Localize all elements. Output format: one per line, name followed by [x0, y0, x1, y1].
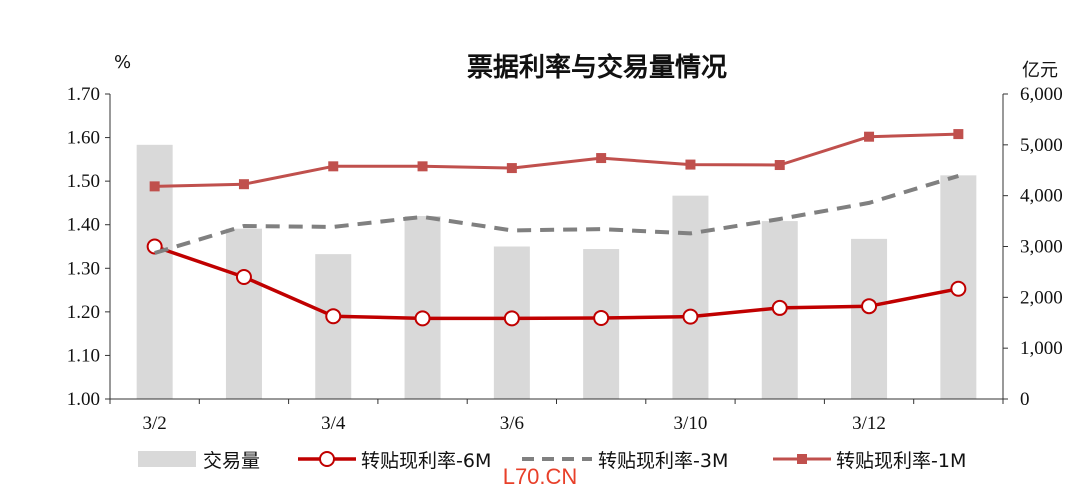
series-1m-point — [238, 179, 249, 190]
right-tick-label: 6,000 — [1020, 84, 1063, 105]
legend-swatch-volume — [138, 451, 196, 467]
series-1m-point — [864, 131, 875, 142]
right-tick-label: 3,000 — [1020, 237, 1063, 258]
series-6m-point — [861, 298, 878, 315]
series-1m-point — [685, 159, 696, 170]
ticks-layer: 1.00 1.10 1.20 1.30 1.40 1.50 1.60 1.70 0 1,000 2,… — [67, 84, 1063, 434]
series-1m-point — [774, 160, 785, 171]
legend-label-6m: 转贴现利率-6M — [361, 450, 491, 472]
series-6m-point — [325, 308, 342, 325]
series-1m-point — [506, 163, 517, 174]
x-tick-label: 3/10 — [674, 413, 708, 434]
volume-bar — [404, 216, 441, 399]
watermark: L70.CN — [503, 464, 578, 489]
legend: 交易量 转贴现利率-6M 转贴现利率-3M 转贴现利率-1M — [138, 450, 966, 472]
volume-bar — [225, 228, 262, 399]
x-tick-label: 3/4 — [321, 413, 346, 434]
left-tick-label: 1.00 — [67, 389, 100, 410]
series-6m-point — [503, 310, 520, 327]
series-1m-point — [149, 181, 160, 192]
legend-label-3m: 转贴现利率-3M — [598, 450, 728, 472]
right-tick-label: 1,000 — [1020, 338, 1063, 359]
volume-bar — [851, 238, 888, 399]
left-axis-unit: % — [114, 52, 131, 73]
x-tick-label: 3/12 — [852, 413, 886, 434]
series-1m-point — [596, 153, 607, 164]
left-tick-label: 1.10 — [67, 345, 100, 366]
legend-marker-1m — [797, 454, 807, 464]
legend-label-volume: 交易量 — [203, 450, 260, 472]
right-axis-unit: 亿元 — [1022, 60, 1058, 81]
lines-layer — [146, 129, 967, 327]
legend-marker-6m — [319, 451, 335, 467]
legend-label-1m: 转贴现利率-1M — [836, 450, 966, 472]
x-tick-label: 3/2 — [143, 413, 167, 434]
x-tick-label: 3/6 — [500, 413, 524, 434]
volume-bar — [672, 195, 709, 399]
series-1m-line — [154, 132, 959, 188]
series-6m-point — [593, 309, 610, 326]
right-tick-label: 4,000 — [1020, 186, 1063, 207]
series-6m-line — [154, 244, 959, 321]
bars-layer — [136, 144, 977, 399]
series-6m-point — [414, 310, 431, 327]
series-6m-point — [950, 280, 967, 297]
volume-bar — [315, 254, 352, 399]
right-tick-label: 0 — [1020, 389, 1030, 410]
series-3m-line — [154, 173, 959, 255]
series-6m-point — [235, 269, 252, 285]
axes-layer — [105, 93, 1008, 404]
right-tick-label: 5,000 — [1020, 135, 1063, 156]
series-1m-point — [328, 161, 339, 172]
left-tick-label: 1.50 — [67, 171, 100, 192]
series-1m-point — [417, 161, 428, 172]
chart-title: 票据利率与交易量情况 — [467, 52, 727, 83]
right-tick-label: 2,000 — [1020, 287, 1063, 308]
left-tick-label: 1.20 — [67, 302, 100, 323]
left-tick-label: 1.30 — [67, 258, 100, 279]
series-6m-point — [682, 308, 699, 325]
series-1m-point — [953, 129, 964, 140]
left-tick-label: 1.70 — [67, 84, 100, 105]
left-tick-label: 1.60 — [67, 128, 100, 149]
series-6m-point — [771, 299, 788, 316]
left-tick-label: 1.40 — [67, 215, 100, 236]
